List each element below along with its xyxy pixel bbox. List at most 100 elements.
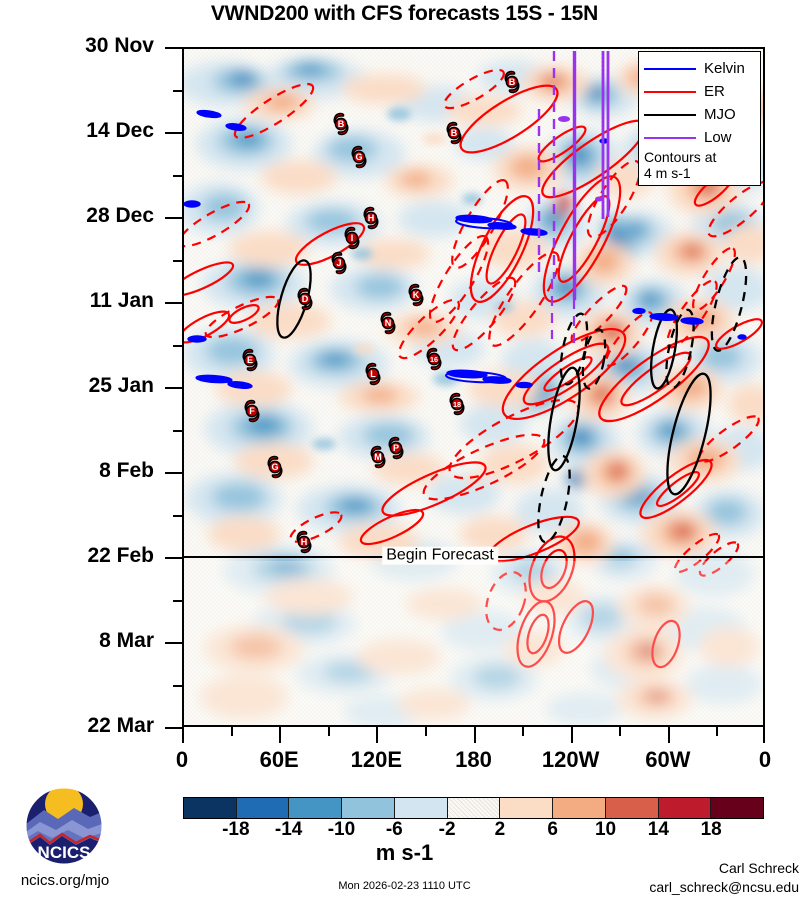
cyclone-marker[interactable]: N <box>377 311 399 335</box>
y-tick-label: 8 Mar <box>99 629 154 652</box>
colorbar[interactable] <box>183 797 764 819</box>
svg-text:D: D <box>302 294 309 304</box>
colorbar-tick-label: -6 <box>385 819 403 840</box>
x-tick-major <box>763 727 765 743</box>
x-tick-major <box>667 727 670 743</box>
colorbar-segment <box>711 798 764 818</box>
colorbar-tick-label: 6 <box>547 819 559 840</box>
legend-swatch-kelvin <box>644 67 696 70</box>
footer-url[interactable]: ncics.org/mjo <box>20 872 110 889</box>
x-axis: 0 60E 120E 180 120W 60W 0 <box>176 727 771 787</box>
footer-author: Carl Schreck <box>718 860 799 876</box>
colorbar-segment <box>394 798 448 818</box>
cyclone-marker[interactable]: M <box>367 445 389 469</box>
y-tick-major <box>165 47 182 49</box>
svg-text:B: B <box>509 77 516 87</box>
cyclone-marker[interactable]: I <box>341 226 363 250</box>
y-tick-major <box>165 557 182 559</box>
colorbar-tick-label: -18 <box>222 819 250 840</box>
legend-swatch-mjo <box>644 113 696 116</box>
cyclone-marker[interactable]: H <box>360 206 382 230</box>
svg-text:B: B <box>338 119 345 129</box>
page-title: VWND200 with CFS forecasts 15S - 15N <box>210 2 599 25</box>
cyclone-marker[interactable]: B <box>443 121 465 145</box>
y-tick-minor <box>173 174 182 177</box>
x-tick-minor <box>424 727 427 736</box>
x-tick-minor <box>522 727 525 736</box>
x-tick-major <box>473 727 476 743</box>
cyclone-marker[interactable]: G <box>348 145 370 169</box>
legend-item-er[interactable]: ER <box>639 80 760 103</box>
cyclone-marker[interactable]: K <box>405 283 427 307</box>
cyclone-marker[interactable]: L <box>362 362 384 386</box>
colorbar-segment <box>500 798 554 818</box>
x-tick-minor <box>619 727 622 736</box>
y-tick-label: 25 Jan <box>88 374 154 397</box>
y-tick-minor <box>173 89 182 92</box>
cyclone-marker[interactable]: H <box>293 530 315 554</box>
y-tick-major <box>165 727 182 729</box>
svg-text:B: B <box>451 128 458 138</box>
x-tick-minor <box>327 727 330 736</box>
y-tick-label: 11 Jan <box>89 289 154 312</box>
cyclone-marker[interactable]: D <box>294 287 316 311</box>
svg-text:P: P <box>393 443 399 453</box>
legend: Kelvin ER MJO Low Contours at 4 m s-1 <box>638 51 761 187</box>
cyclone-marker[interactable]: F <box>241 399 263 423</box>
footer-timestamp: Mon 2026-02-23 1110 UTC <box>338 880 471 892</box>
cyclone-marker[interactable]: B <box>501 70 523 94</box>
x-tick-major <box>376 727 379 743</box>
y-tick-major <box>165 642 182 644</box>
colorbar-segment <box>289 798 343 818</box>
cyclone-marker[interactable]: J <box>328 251 350 275</box>
colorbar-tick-label: 2 <box>494 819 506 840</box>
y-tick-label: 14 Dec <box>86 119 154 142</box>
legend-item-low[interactable]: Low <box>639 126 760 149</box>
legend-note-line1: Contours at <box>644 149 717 165</box>
y-tick-label: 30 Nov <box>85 34 154 57</box>
svg-text:I: I <box>351 233 354 243</box>
cyclone-marker[interactable]: 16 <box>423 347 445 371</box>
colorbar-segment <box>184 798 237 818</box>
cyclone-marker[interactable]: B <box>330 112 352 136</box>
colorbar-segment <box>553 798 606 818</box>
x-tick-minor <box>230 727 233 736</box>
colorbar-tick-label: -14 <box>274 819 303 840</box>
svg-text:H: H <box>301 537 308 547</box>
colorbar-tick-label: -10 <box>327 819 356 840</box>
colorbar-tick-label: 14 <box>647 819 669 840</box>
y-tick-label: 28 Dec <box>86 204 154 227</box>
legend-label-mjo: MJO <box>704 106 736 123</box>
colorbar-segment <box>605 798 659 818</box>
ncics-logo[interactable]: NCICS <box>10 786 118 866</box>
cyclone-marker[interactable]: 18 <box>446 392 468 416</box>
footer-email[interactable]: carl_schreck@ncsu.edu <box>649 879 799 895</box>
colorbar-ticklabels: -18 -14 -10 -6 -2 2 6 10 14 18 <box>183 819 764 841</box>
y-tick-label: 8 Feb <box>99 459 154 482</box>
x-tick-label: 60E <box>259 747 299 772</box>
cyclone-marker[interactable]: E <box>239 348 261 372</box>
legend-item-mjo[interactable]: MJO <box>639 103 760 126</box>
cyclone-marker[interactable]: P <box>385 436 407 460</box>
legend-item-kelvin[interactable]: Kelvin <box>639 57 760 80</box>
hovmoller-plot[interactable]: Begin Forecast B B G B H I J D K N E L 16 F 18 P M G H Kel… <box>182 47 765 727</box>
colorbar-units-label: m s-1 <box>375 840 434 865</box>
y-tick-major <box>165 302 182 304</box>
x-tick-label: 0 <box>175 747 189 772</box>
y-tick-major <box>165 217 182 219</box>
colorbar-tick-label: 18 <box>700 819 722 840</box>
y-tick-minor <box>173 599 182 602</box>
x-tick-label: 120E <box>350 747 403 772</box>
x-tick-label: 120W <box>541 747 600 772</box>
legend-label-low: Low <box>704 129 732 146</box>
y-tick-minor <box>173 344 182 347</box>
x-tick-major <box>182 727 184 743</box>
svg-text:G: G <box>355 152 362 162</box>
x-tick-major <box>570 727 573 743</box>
svg-text:K: K <box>413 290 420 300</box>
svg-text:18: 18 <box>453 400 461 409</box>
cyclone-marker[interactable]: G <box>264 455 286 479</box>
y-tick-label: 22 Mar <box>87 714 154 737</box>
svg-text:H: H <box>368 213 375 223</box>
svg-text:E: E <box>247 355 253 365</box>
